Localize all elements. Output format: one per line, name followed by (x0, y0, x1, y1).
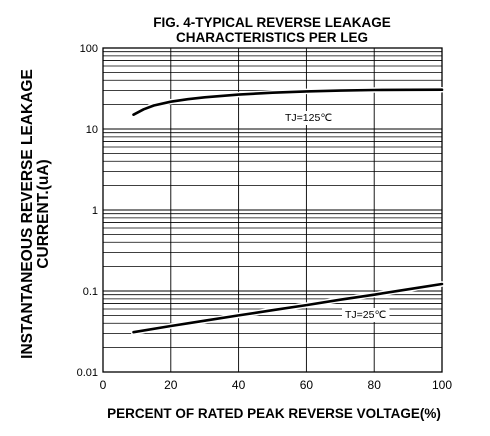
y-tick-label: 1 (92, 205, 98, 217)
x-tick-label: 20 (164, 378, 178, 392)
x-tick-label: 60 (300, 378, 314, 392)
series-label-tj25: TJ=25℃ (345, 309, 386, 321)
series-label-bg (342, 308, 390, 322)
series-label-bg (282, 111, 336, 125)
x-tick-label: 80 (368, 378, 382, 392)
y-tick-label: 100 (80, 43, 98, 55)
labels: TJ=125℃ TJ=25℃ 0.01 0.1 1 10 100 0 20 40 60 80 100 FI… (19, 15, 452, 421)
series-line-halo (130, 86, 445, 118)
y-tick-label: 10 (86, 124, 98, 136)
plot-frame (102, 47, 443, 373)
y-axis-label: INSTANTANEOUS REVERSE LEAKAGECURRENT.(uA… (19, 69, 52, 359)
series-label-tj125: TJ=125℃ (285, 112, 332, 124)
series-layer (130, 86, 445, 335)
x-tick-label: 0 (100, 378, 107, 392)
x-axis-label: PERCENT OF RATED PEAK REVERSE VOLTAGE(%) (107, 406, 441, 421)
y-tick-label: 0.1 (83, 286, 98, 298)
y-tick-label: 0.01 (77, 367, 98, 379)
x-tick-label: 40 (232, 378, 246, 392)
grid (102, 47, 443, 373)
x-tick-label: 100 (432, 378, 452, 392)
chart-title: FIG. 4-TYPICAL REVERSE LEAKAGE CHARACTERI… (153, 15, 391, 45)
series-line-tj25 (132, 282, 444, 334)
series-line-tj125 (132, 88, 444, 116)
